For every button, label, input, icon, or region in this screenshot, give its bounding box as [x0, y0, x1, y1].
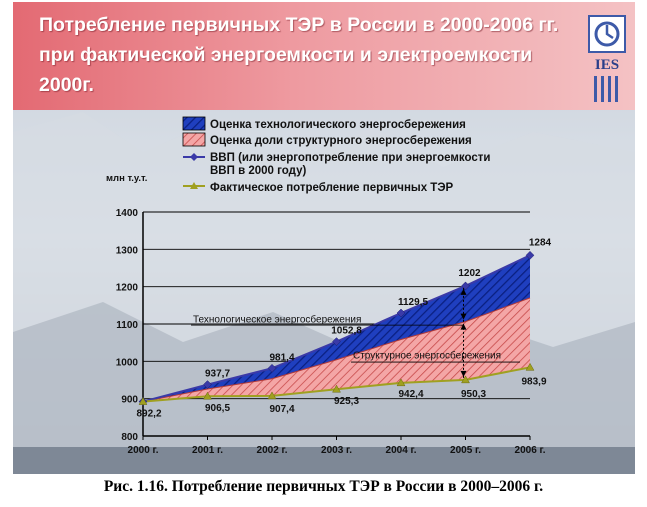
gdp-data-label: 981,4: [269, 352, 294, 363]
x-tick-label: 2001 г.: [192, 445, 223, 456]
actual-point: [332, 384, 341, 393]
gdp-data-label: 1129,5: [398, 297, 428, 308]
savings-arrow-head: [460, 370, 467, 377]
gdp-point: [267, 363, 277, 373]
actual-data-label: 907,4: [269, 404, 294, 415]
gdp-data-label: 1202: [458, 268, 481, 279]
struct-boundary-line: [142, 297, 531, 403]
savings-arrow-head: [460, 323, 467, 330]
gdp-point: [203, 380, 212, 389]
y-tick-label: 1200: [116, 283, 139, 294]
y-tick-label: 1000: [116, 357, 139, 368]
slide-title: Потребление первичных ТЭР в России в 200…: [39, 14, 559, 96]
x-tick-label: 2005 г.: [450, 445, 481, 456]
gdp-point: [396, 308, 406, 318]
actual-data-label: 950,3: [461, 389, 486, 400]
legend-entry: ВВП (или энергопотребление при энергоемк…: [210, 152, 490, 164]
y-tick-label: 900: [121, 395, 138, 406]
gdp-data-label: 1284: [529, 237, 552, 248]
plot-area: 800 900 1000 1100 1200 1300 1400 2000 г. 2001 г.…: [116, 208, 552, 456]
legend-swatch-actual-marker: [190, 182, 198, 189]
figure-caption: Рис. 1.16. Потребление первичных ТЭР в Р…: [103, 478, 544, 495]
actual-point: [525, 362, 535, 371]
y-axis-unit-label: млн т.у.т.: [106, 173, 148, 184]
x-tick-label: 2000 г.: [128, 445, 159, 456]
legend-swatch-gdp-marker: [190, 153, 198, 161]
actual-data-label: 906,5: [205, 403, 230, 414]
chart: Оценка технологического энергосбережения…: [116, 116, 552, 456]
actual-point: [461, 375, 470, 384]
y-tick-label: 1100: [116, 320, 138, 331]
gdp-point: [332, 337, 341, 346]
legend-swatch-tech: [182, 116, 206, 131]
title-banner: Потребление первичных ТЭР в России в 200…: [13, 2, 635, 110]
actual-point: [138, 397, 148, 405]
actual-data-label: 925,3: [334, 396, 359, 407]
gdp-point: [525, 250, 535, 260]
ies-logo: IES: [588, 15, 626, 102]
legend-entry: Оценка технологического энергосбережения: [210, 119, 466, 131]
x-tick-label: 2004 г.: [386, 445, 417, 456]
savings-arrow-head: [460, 288, 467, 295]
y-tick-label: 1400: [116, 208, 139, 219]
actual-point: [203, 391, 212, 400]
actual-point: [396, 378, 406, 387]
x-tick-label: 2002 г.: [257, 445, 288, 456]
actual-data-label: 892,2: [136, 409, 161, 420]
legend-swatch-struct: [182, 132, 206, 147]
legend: Оценка технологического энергосбережения…: [182, 116, 490, 194]
actual-data-label: 942,4: [398, 389, 423, 400]
actual-data-label: 983,9: [521, 376, 546, 387]
gdp-data-label: 1052,8: [331, 326, 362, 337]
actual-point: [267, 391, 277, 400]
y-tick-label: 1300: [116, 245, 139, 256]
struct-savings-area: [143, 297, 530, 402]
legend-entry: ВВП в 2000 году): [210, 165, 306, 177]
savings-arrow-head: [460, 313, 467, 320]
y-tick-label: 800: [121, 432, 138, 443]
gdp-data-label: 937,7: [205, 369, 230, 380]
annotation-struct: Структурное энергосбережения: [353, 349, 501, 361]
legend-entry: Фактическое потребление первичных ТЭР: [210, 182, 454, 194]
annotation-tech: Технологическое энергосбережения: [193, 314, 361, 326]
logo-text: IES: [595, 57, 619, 73]
x-tick-label: 2006 г.: [515, 445, 546, 456]
legend-entry: Оценка доли структурного энергосбережени…: [210, 135, 472, 147]
x-tick-label: 2003 г.: [321, 445, 352, 456]
slide: Потребление первичных ТЭР в России в 200…: [13, 2, 635, 474]
